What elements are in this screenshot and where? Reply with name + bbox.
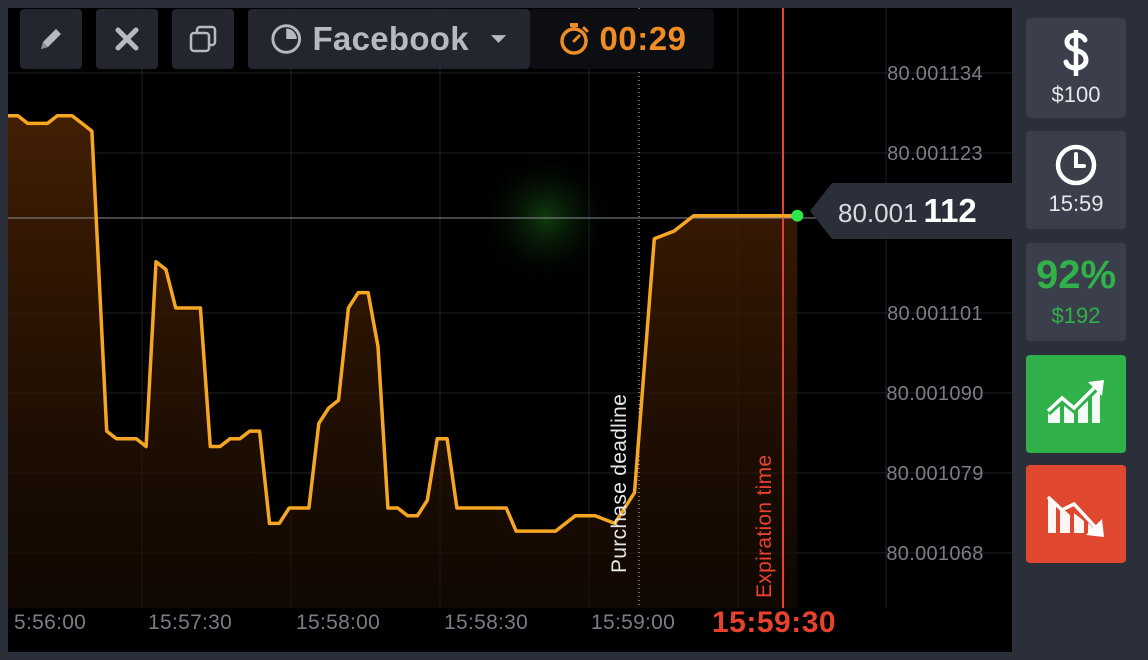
close-icon: [115, 27, 139, 51]
current-price-tag: 80.001 112: [810, 183, 1012, 239]
price-tick: 80.001090: [886, 383, 984, 405]
asset-name: Facebook: [312, 20, 469, 57]
asset-selector[interactable]: Facebook: [248, 9, 530, 69]
time-value: 15:59: [1048, 191, 1104, 216]
payout-card: 92% $192: [1026, 243, 1126, 341]
price-tick: 80.001123: [887, 143, 983, 165]
amount-button[interactable]: $100: [1026, 18, 1126, 118]
purchase-deadline-label: Purchase deadline: [608, 393, 631, 573]
current-price-point: [791, 209, 804, 222]
stopwatch-icon: [559, 23, 589, 55]
price-chart[interactable]: [8, 8, 1012, 652]
clock-icon: [1055, 144, 1097, 186]
close-button[interactable]: [96, 9, 158, 69]
copy-icon: [189, 25, 217, 53]
time-button[interactable]: 15:59: [1026, 131, 1126, 229]
price-tick: 80.001101: [887, 303, 983, 325]
price-tick: 80.001134: [887, 63, 983, 85]
expiration-time-value: 15:59:30: [712, 606, 837, 639]
time-tick: 5:56:00: [14, 611, 87, 634]
amount-value: $100: [1051, 82, 1101, 107]
edit-button[interactable]: [20, 9, 82, 69]
price-line: [8, 113, 798, 533]
pencil-icon: [41, 29, 61, 49]
price-tag-background: [810, 183, 1012, 239]
price-tick: 80.001079: [886, 463, 984, 485]
call-button[interactable]: [1026, 355, 1126, 453]
current-price-suffix: 112: [923, 192, 977, 229]
clock-pie-icon: [271, 24, 302, 54]
price-tick: 80.001068: [886, 543, 984, 565]
time-tick: 15:59:00: [591, 611, 676, 634]
payout-percent: 92%: [1035, 253, 1117, 297]
chart-area[interactable]: Purchase deadline Expiration time: [8, 8, 1012, 652]
trend-down-icon: [1045, 492, 1104, 537]
payout-amount: $192: [1051, 303, 1101, 328]
countdown-timer: 00:29: [530, 9, 714, 69]
current-price-prefix: 80.001: [838, 198, 918, 228]
duplicate-button[interactable]: [172, 9, 234, 69]
price-area-fill: [8, 115, 798, 608]
caret-down-icon: [490, 35, 507, 43]
dollar-icon: [1063, 30, 1089, 76]
time-tick: 15:57:30: [148, 611, 233, 634]
time-tick: 15:58:00: [296, 611, 381, 634]
put-button[interactable]: [1026, 465, 1126, 563]
timer-value: 00:29: [599, 20, 687, 57]
trend-up-icon: [1045, 380, 1104, 423]
time-tick: 15:58:30: [444, 611, 529, 634]
expiration-time-label: Expiration time: [753, 454, 776, 598]
